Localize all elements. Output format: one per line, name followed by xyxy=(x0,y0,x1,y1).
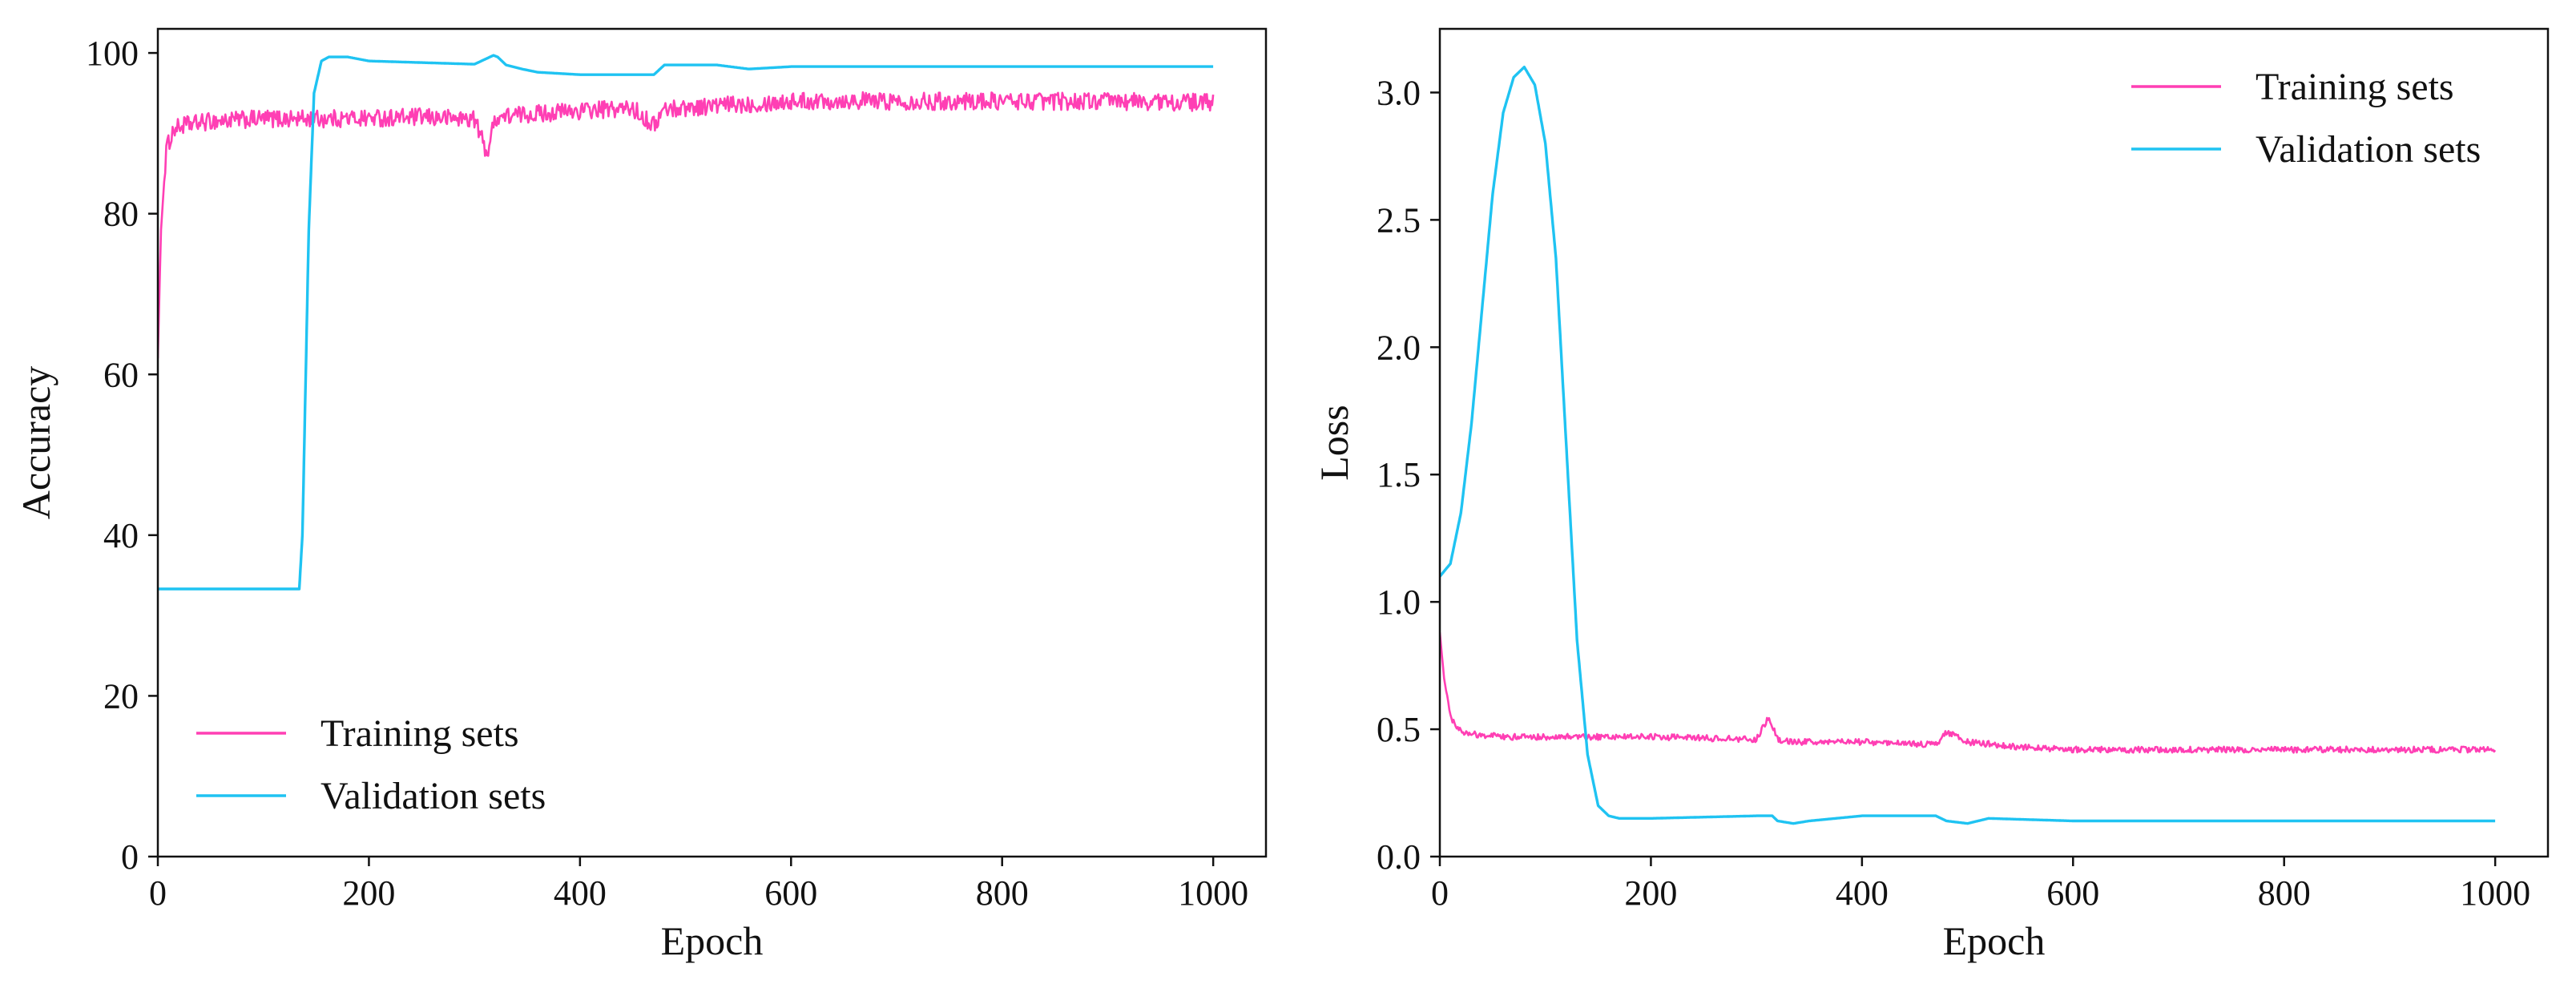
accuracy-x-tick-label: 400 xyxy=(554,873,607,913)
accuracy-y-tick-label: 100 xyxy=(86,34,139,73)
accuracy-y-axis-title: Accuracy xyxy=(14,366,58,520)
accuracy-x-axis-title: Epoch xyxy=(661,918,764,963)
loss-training-line xyxy=(1440,632,2497,754)
loss-x-tick-label: 400 xyxy=(1836,873,1889,913)
loss-y-tick-label: 0.0 xyxy=(1377,837,1421,877)
loss-x-axis-title: Epoch xyxy=(1943,918,2046,963)
loss-y-tick-label: 0.5 xyxy=(1377,710,1421,749)
loss-y-tick-label: 1.0 xyxy=(1377,583,1421,622)
loss-x-tick-label: 200 xyxy=(1624,873,1677,913)
accuracy-chart: 0 200 400 600 800 1000 0 20 40 60 80 100 Epoch Accura… xyxy=(14,27,1268,963)
loss-axes-frame xyxy=(1438,27,2550,858)
loss-y-tick-label: 1.5 xyxy=(1377,455,1421,494)
loss-y-axis-title: Loss xyxy=(1312,405,1357,480)
loss-legend-label-training: Training sets xyxy=(2256,66,2454,108)
loss-chart: 0 200 400 600 800 1000 0.0 0.5 1.0 1.5 2.0 2.5 3.0 Ep… xyxy=(1312,27,2550,963)
accuracy-y-tick-label: 40 xyxy=(103,516,139,555)
loss-legend-label-validation: Validation sets xyxy=(2256,128,2481,171)
accuracy-x-tick-label: 200 xyxy=(342,873,395,913)
accuracy-training-line xyxy=(158,91,1215,359)
loss-x-tick-label: 0 xyxy=(1431,873,1449,913)
accuracy-y-tick-label: 80 xyxy=(103,195,139,234)
loss-x-tick-label: 1000 xyxy=(2460,873,2530,913)
accuracy-y-tick-label: 0 xyxy=(121,837,139,877)
accuracy-x-tick-label: 1000 xyxy=(1178,873,1248,913)
loss-y-tick-label: 3.0 xyxy=(1377,73,1421,112)
accuracy-legend-label-training: Training sets xyxy=(320,712,519,755)
accuracy-legend: Training sets Validation sets xyxy=(196,712,546,817)
loss-validation-line xyxy=(1440,66,2497,825)
loss-y-tick-label: 2.0 xyxy=(1377,328,1421,367)
loss-x-tick-label: 600 xyxy=(2046,873,2099,913)
accuracy-validation-line xyxy=(158,54,1215,591)
accuracy-x-tick-label: 800 xyxy=(976,873,1029,913)
accuracy-x-tick-label: 0 xyxy=(149,873,167,913)
accuracy-x-tick-label: 600 xyxy=(764,873,817,913)
accuracy-axes-frame xyxy=(156,27,1268,858)
loss-y-tick-label: 2.5 xyxy=(1377,200,1421,240)
accuracy-legend-label-validation: Validation sets xyxy=(320,775,546,817)
loss-x-tick-label: 800 xyxy=(2258,873,2311,913)
loss-legend: Training sets Validation sets xyxy=(2131,66,2481,171)
accuracy-y-tick-label: 20 xyxy=(103,676,139,716)
accuracy-y-tick-label: 60 xyxy=(103,355,139,394)
